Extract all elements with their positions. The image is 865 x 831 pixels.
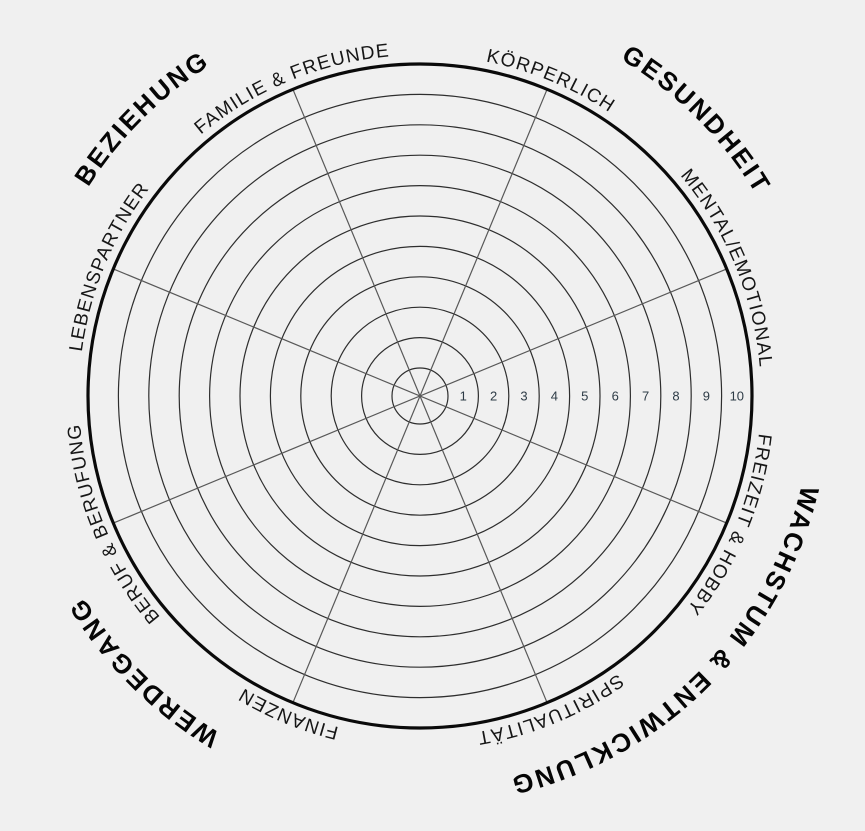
ring-circle [330,306,510,486]
scale-number: 5 [581,389,588,404]
outer-rim-circle [86,62,754,730]
scale-number: 10 [730,389,744,404]
scale-number: 9 [703,389,710,404]
scale-number: 8 [672,389,679,404]
rings-group [117,93,723,699]
ring-circle [300,276,540,516]
scale-number: 4 [551,389,558,404]
ring-circle [361,337,480,456]
scale-number: 2 [490,389,497,404]
ring-circle [178,154,662,638]
ring-circle [269,245,571,547]
ring-circle [209,185,631,607]
ring-circle [117,93,723,699]
spoke-line [113,268,727,524]
ring-circle [148,124,692,668]
ring-circle [239,215,601,577]
scale-number: 3 [520,389,527,404]
scale-numbers-group: 1 2 3 4 5 6 7 8 9 10 [460,389,744,404]
scale-number: 6 [612,389,619,404]
scale-number: 1 [460,389,467,404]
spokes-group [113,89,727,703]
scale-number: 7 [642,389,649,404]
ring-circle [391,367,449,425]
